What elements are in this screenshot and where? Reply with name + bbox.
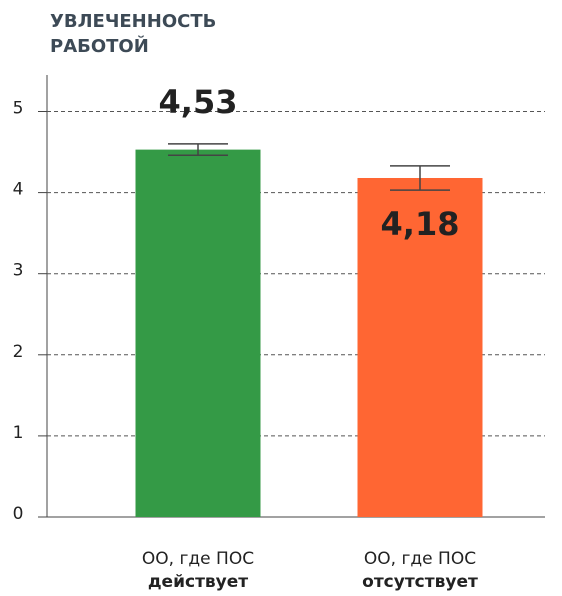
value-label: 4,18 — [381, 205, 460, 243]
y-tick-label: 3 — [13, 261, 24, 281]
bar — [135, 149, 261, 517]
title-line: УВЛЕЧЕННОСТЬ — [50, 11, 216, 32]
y-tick-label: 4 — [13, 180, 24, 200]
x-tick-label: ОО, где ПОС — [364, 549, 476, 569]
chart-title: УВЛЕЧЕННОСТЬ РАБОТОЙ — [50, 11, 216, 57]
y-tick-label: 2 — [13, 342, 24, 362]
title-line: РАБОТОЙ — [50, 35, 149, 57]
y-tick-label: 0 — [13, 504, 24, 524]
y-tick-label: 5 — [13, 98, 24, 118]
x-tick-label: ОО, где ПОС — [142, 549, 254, 569]
x-tick-label-emphasis: действует — [148, 572, 248, 592]
y-tick-label: 1 — [13, 423, 24, 443]
bar — [357, 177, 483, 517]
value-label: 4,53 — [159, 83, 238, 121]
x-tick-label-emphasis: отсутствует — [362, 572, 478, 592]
